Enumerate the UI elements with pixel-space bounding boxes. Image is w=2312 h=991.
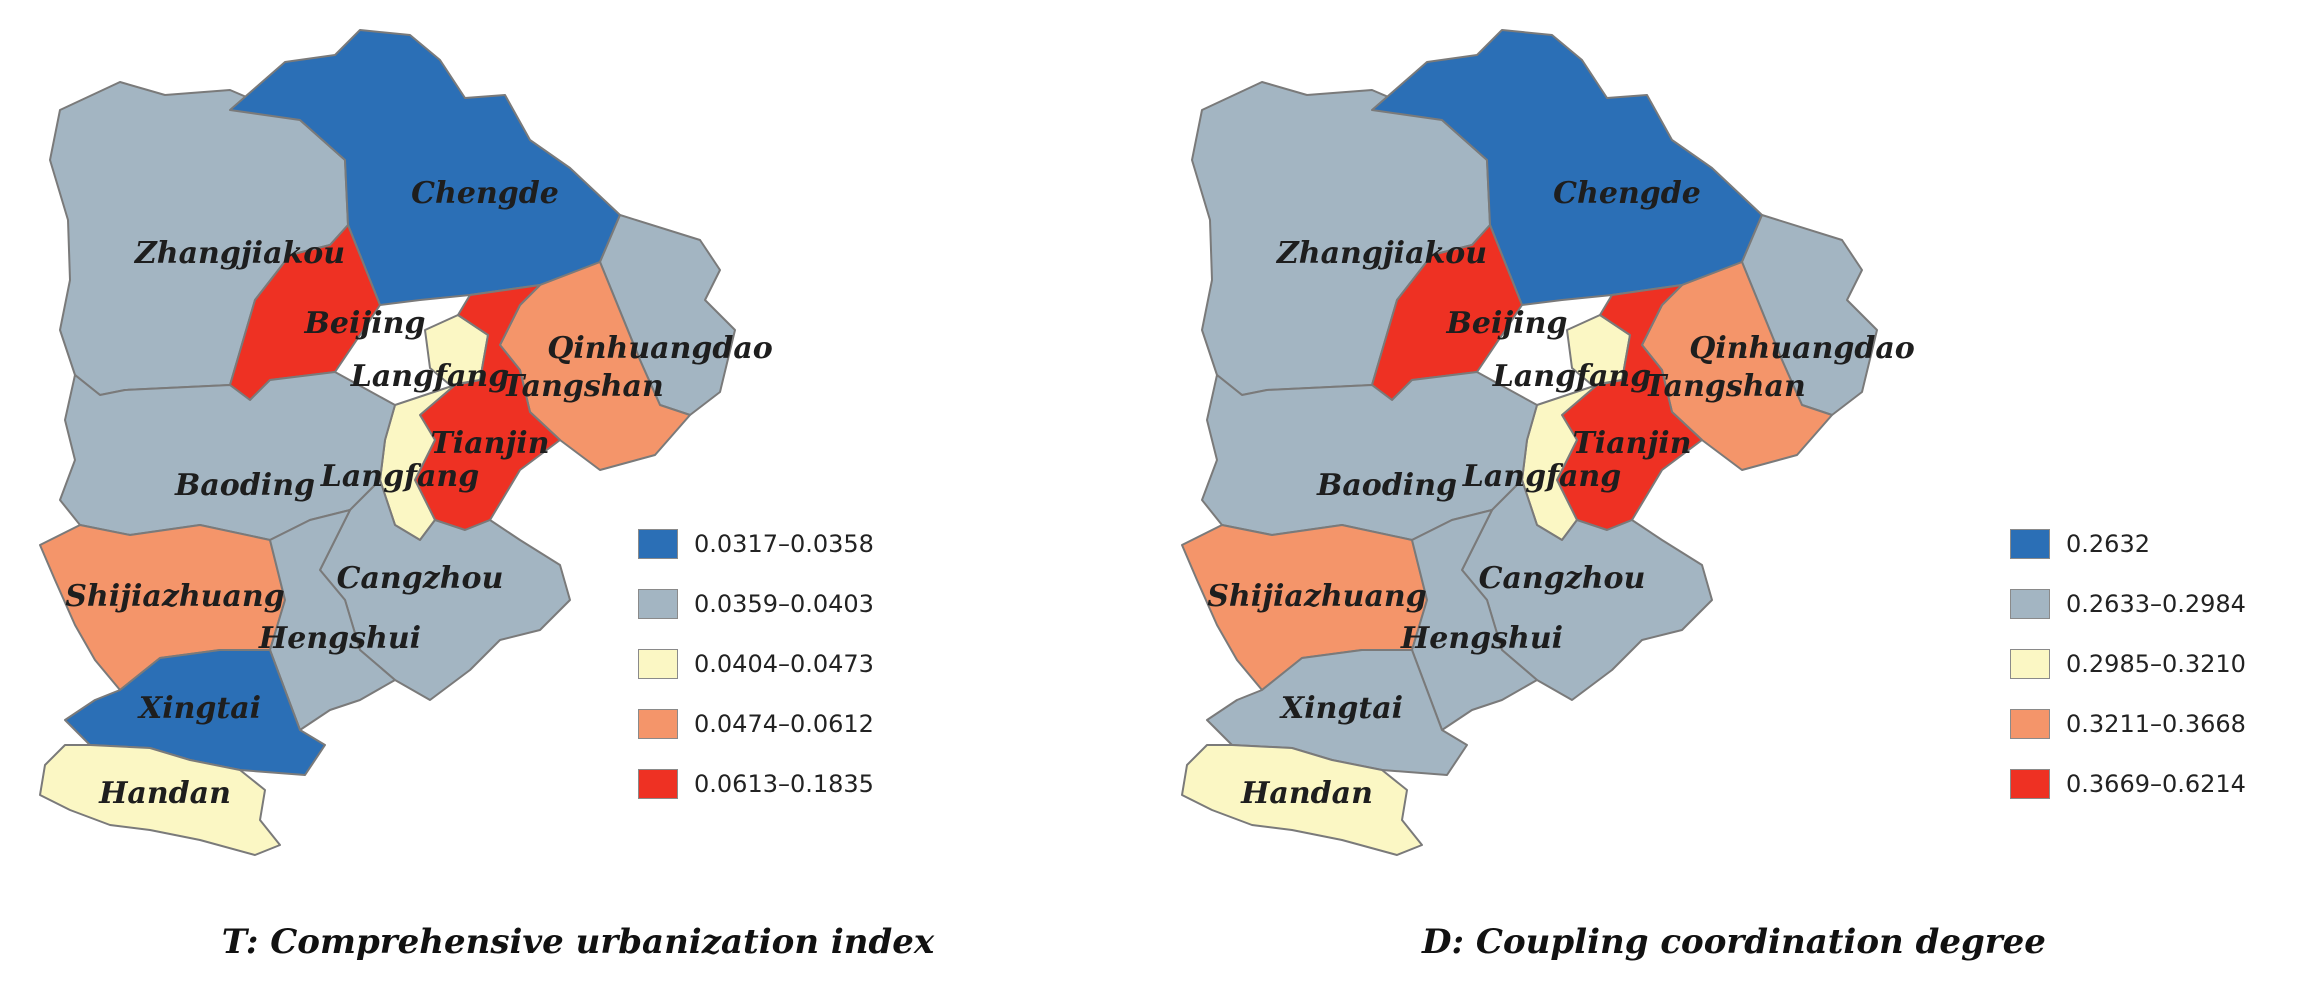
map-caption: T: Comprehensive urbanization index: [221, 922, 935, 962]
label-qinhuangdao: Qinhuangdao: [547, 331, 773, 366]
legend-item: 0.2632: [2010, 514, 2310, 574]
label-tianjin: Tianjin: [1572, 426, 1691, 461]
label-hengshui: Hengshui: [1400, 621, 1563, 656]
legend-item: 0.0404–0.0473: [638, 634, 938, 694]
label-langfang-south: Langfang: [320, 459, 479, 494]
map-panel-coupling-coordination: Chengde Zhangjiakou Beijing Langfang Qin…: [1156, 0, 2312, 991]
legend-label: 0.0359–0.0403: [694, 590, 874, 618]
label-zhangjiakou: Zhangjiakou: [1276, 236, 1487, 271]
label-baoding: Baoding: [174, 468, 315, 503]
legend-coupling-coordination: 0.2632 0.2633–0.2984 0.2985–0.3210 0.321…: [2010, 514, 2310, 814]
map-caption: D: Coupling coordination degree: [1422, 922, 2046, 962]
label-beijing: Beijing: [1446, 306, 1568, 341]
map-panel-urbanization-index: Chengde Zhangjiakou Beijing Langfang Qin…: [39, 29, 938, 962]
legend-swatch: [2010, 589, 2050, 619]
legend-swatch: [2010, 709, 2050, 739]
label-shijiazhuang: Shijiazhuang: [1207, 579, 1426, 614]
label-langfang-north: Langfang: [1492, 359, 1651, 394]
legend-label: 0.2985–0.3210: [2066, 650, 2246, 678]
legend-label: 0.0613–0.1835: [694, 770, 874, 798]
legend-label: 0.3211–0.3668: [2066, 710, 2246, 738]
legend-item: 0.0474–0.0612: [638, 694, 938, 754]
label-qinhuangdao: Qinhuangdao: [1689, 331, 1915, 366]
legend-swatch: [2010, 769, 2050, 799]
label-chengde: Chengde: [411, 176, 559, 211]
label-cangzhou: Cangzhou: [1479, 561, 1646, 596]
legend-label: 0.0404–0.0473: [694, 650, 874, 678]
legend-swatch: [638, 529, 678, 559]
label-xingtai: Xingtai: [1279, 691, 1403, 726]
choropleth-map-coupling-coordination: Chengde Zhangjiakou Beijing Langfang Qin…: [1181, 29, 1915, 856]
legend-swatch: [638, 709, 678, 739]
label-shijiazhuang: Shijiazhuang: [65, 579, 284, 614]
label-beijing: Beijing: [304, 306, 426, 341]
legend-swatch: [2010, 649, 2050, 679]
legend-label: 0.2632: [2066, 530, 2150, 558]
label-tangshan: Tangshan: [502, 369, 664, 404]
legend-item: 0.2985–0.3210: [2010, 634, 2310, 694]
label-tianjin: Tianjin: [430, 426, 549, 461]
label-chengde: Chengde: [1553, 176, 1701, 211]
choropleth-map-urbanization-index: Chengde Zhangjiakou Beijing Langfang Qin…: [39, 29, 773, 856]
label-baoding: Baoding: [1316, 468, 1457, 503]
region-handan[interactable]: [1181, 744, 1423, 856]
region-handan[interactable]: [39, 744, 281, 856]
legend-item: 0.3669–0.6214: [2010, 754, 2310, 814]
legend-item: 0.3211–0.3668: [2010, 694, 2310, 754]
label-langfang-south: Langfang: [1462, 459, 1621, 494]
label-hengshui: Hengshui: [258, 621, 421, 656]
legend-item: 0.2633–0.2984: [2010, 574, 2310, 634]
legend-swatch: [2010, 529, 2050, 559]
legend-item: 0.0317–0.0358: [638, 514, 938, 574]
legend-label: 0.2633–0.2984: [2066, 590, 2246, 618]
label-langfang-north: Langfang: [350, 359, 509, 394]
legend-swatch: [638, 649, 678, 679]
legend-label: 0.3669–0.6214: [2066, 770, 2246, 798]
label-zhangjiakou: Zhangjiakou: [134, 236, 345, 271]
legend-item: 0.0613–0.1835: [638, 754, 938, 814]
legend-urbanization-index: 0.0317–0.0358 0.0359–0.0403 0.0404–0.047…: [638, 514, 938, 814]
label-handan: Handan: [98, 776, 231, 811]
legend-label: 0.0317–0.0358: [694, 530, 874, 558]
label-xingtai: Xingtai: [137, 691, 261, 726]
legend-swatch: [638, 769, 678, 799]
label-tangshan: Tangshan: [1644, 369, 1806, 404]
label-cangzhou: Cangzhou: [337, 561, 504, 596]
region-xingtai[interactable]: [1206, 649, 1468, 776]
region-xingtai[interactable]: [64, 649, 326, 776]
legend-swatch: [638, 589, 678, 619]
legend-label: 0.0474–0.0612: [694, 710, 874, 738]
label-handan: Handan: [1240, 776, 1373, 811]
legend-item: 0.0359–0.0403: [638, 574, 938, 634]
